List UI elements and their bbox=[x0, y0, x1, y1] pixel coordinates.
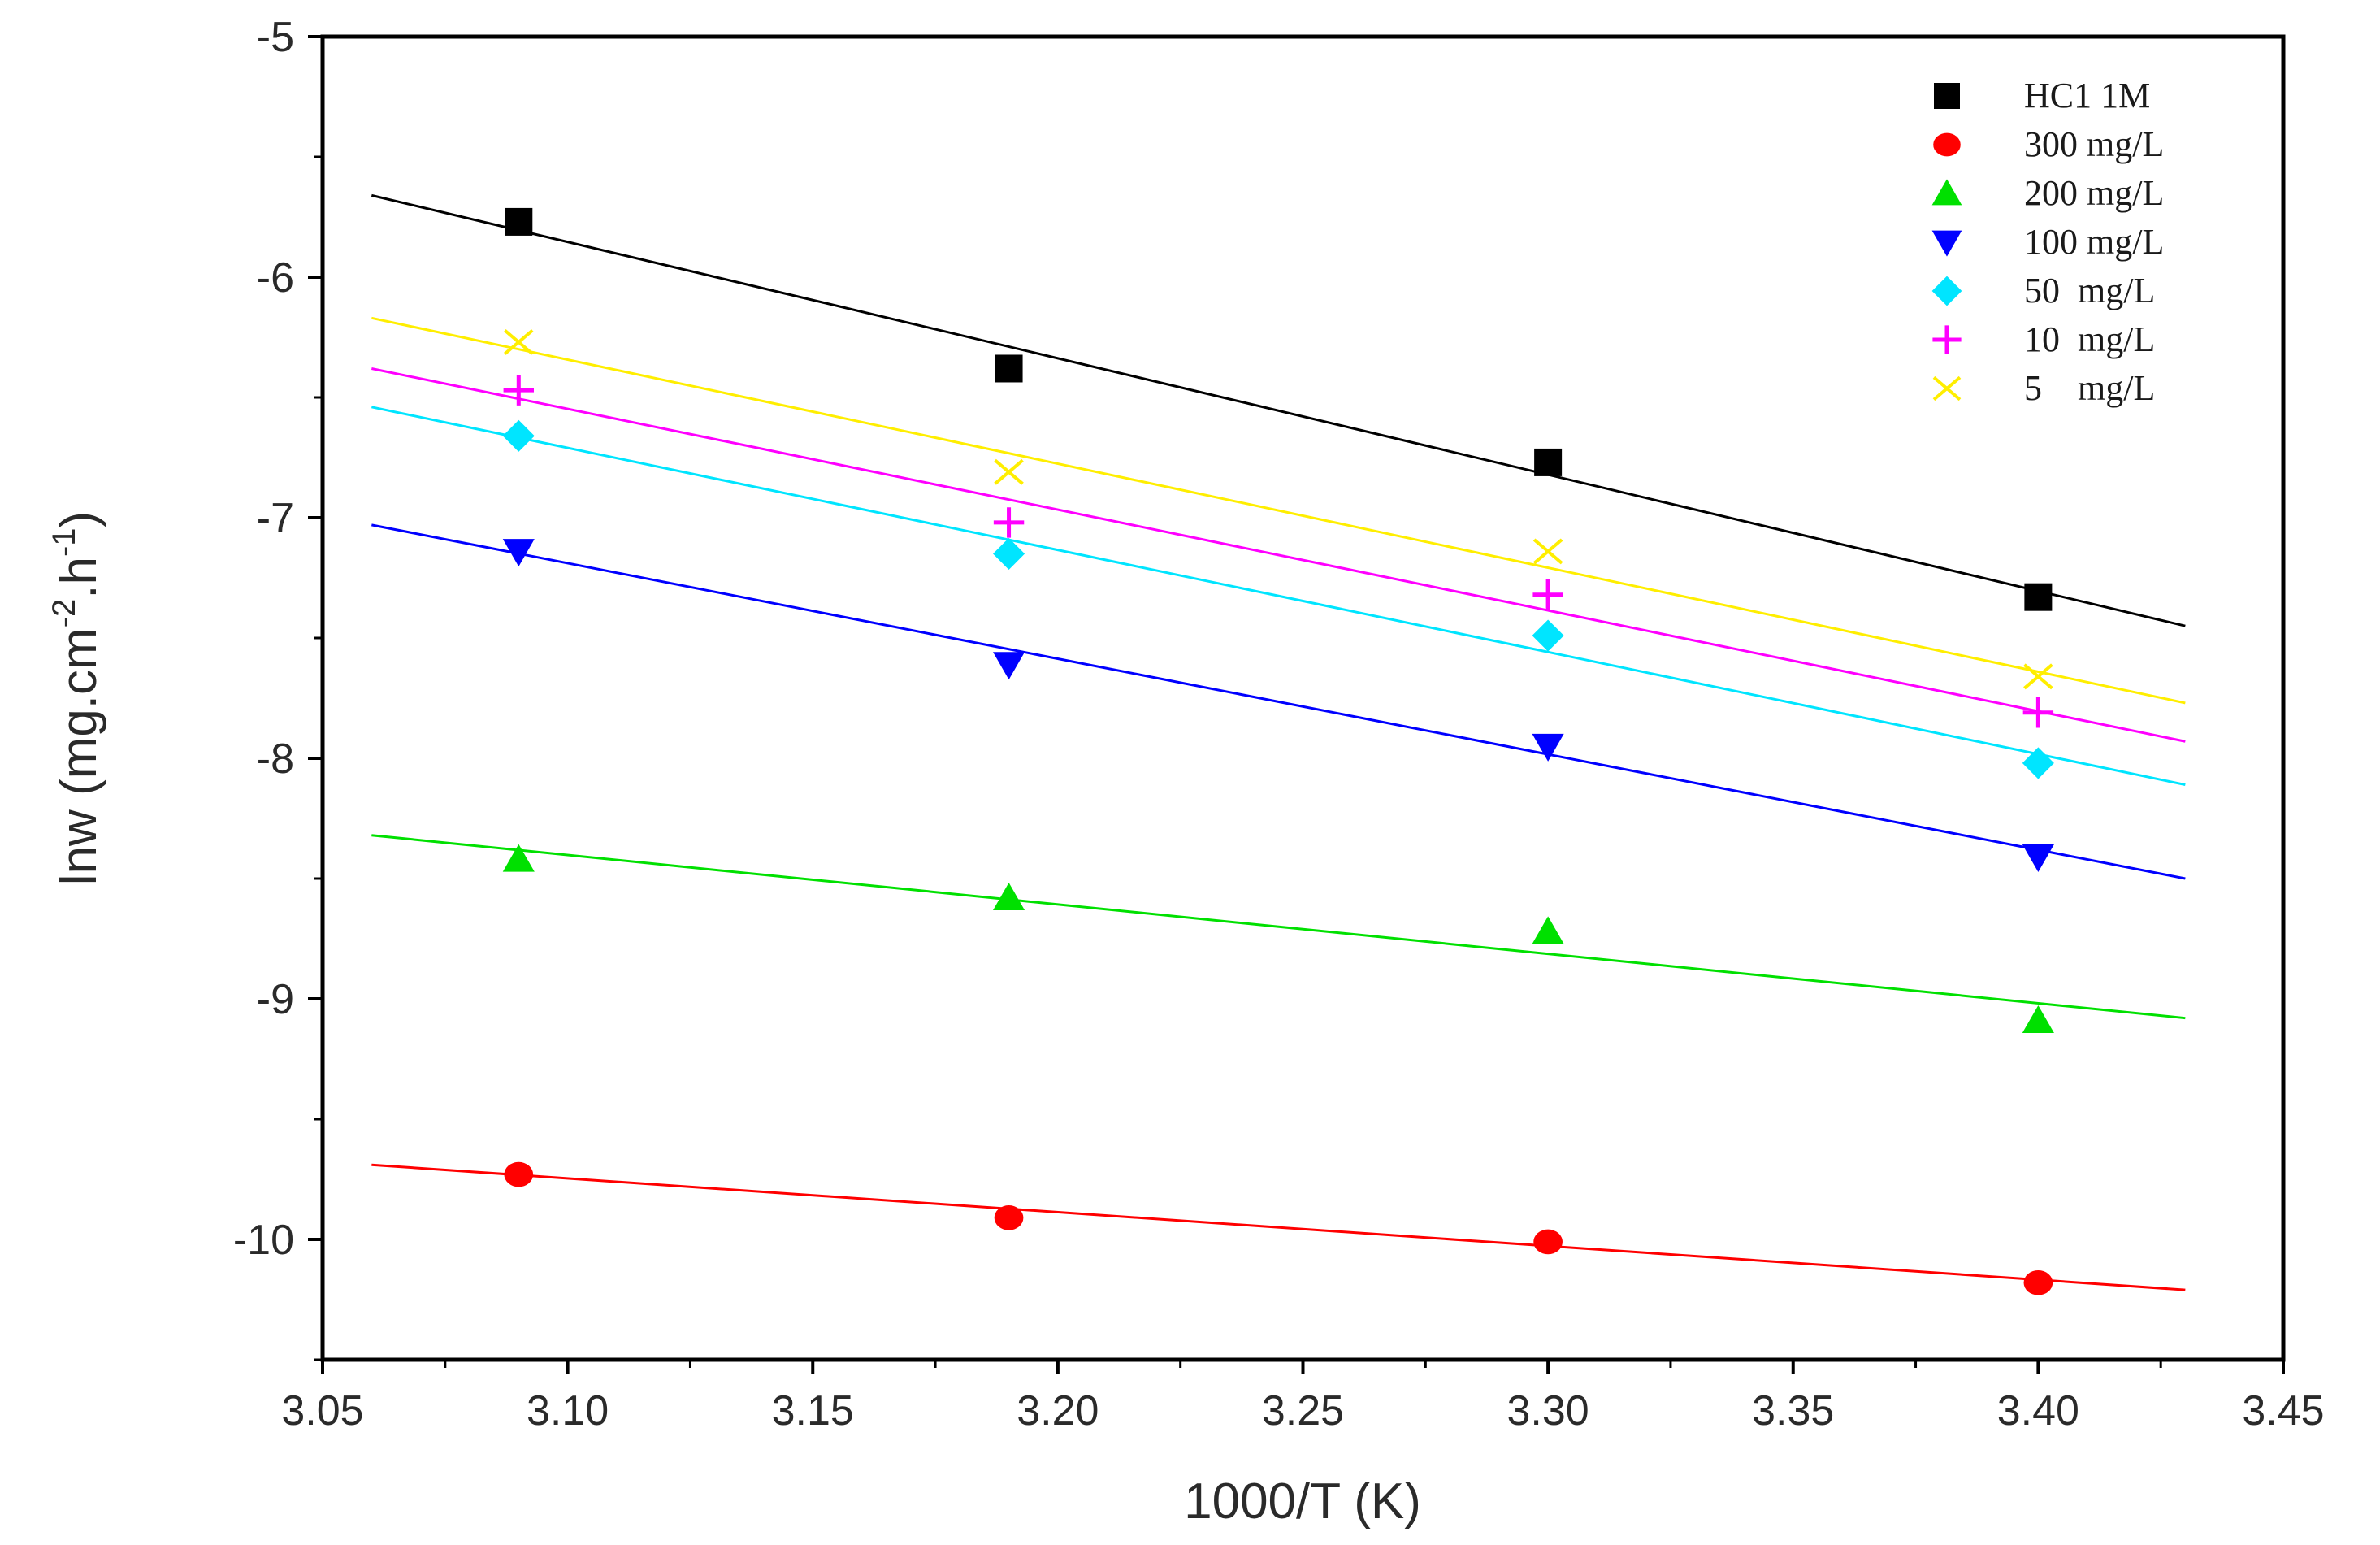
fit-line-5 bbox=[371, 367, 2186, 743]
y-tick-label: -5 bbox=[257, 14, 294, 61]
x-tick-label: 3.30 bbox=[1507, 1387, 1589, 1434]
data-point-s5-2 bbox=[1532, 579, 1563, 610]
fit-lines bbox=[371, 193, 2186, 1291]
data-point-s3-0 bbox=[502, 539, 535, 567]
data-point-s2-0 bbox=[502, 844, 535, 872]
y-axis-title-main: lnw (mg.cm bbox=[51, 627, 107, 885]
fit-line-0 bbox=[371, 193, 2186, 627]
x-tick-label: 3.40 bbox=[1997, 1387, 2079, 1434]
fit-line-2 bbox=[371, 834, 2186, 1020]
y-axis-title: lnw (mg.cm-2.h-1) bbox=[46, 511, 107, 885]
data-point-s3-2 bbox=[1532, 733, 1564, 762]
legend-marker-2 bbox=[1931, 179, 1962, 206]
y-tick-label: -6 bbox=[257, 254, 294, 302]
data-point-s2-2 bbox=[1532, 916, 1564, 944]
data-point-s0-3 bbox=[2024, 583, 2053, 611]
legend-label-0: HC1 1M bbox=[2024, 76, 2150, 115]
legend: HC1 1M 300 mg/L 200 mg/L 100 mg/L 50 mg/L 10 … bbox=[1931, 76, 2164, 408]
y-axis-ticks: -5 -6 -7 -8 -9 -10 bbox=[233, 14, 323, 1361]
legend-label-6: 5 mg/L bbox=[2024, 368, 2155, 408]
data-point-s5-1 bbox=[993, 507, 1025, 538]
data-point-s0-0 bbox=[505, 207, 533, 236]
legend-label-5: 10 mg/L bbox=[2024, 319, 2155, 359]
x-axis-title: 1000/T (K) bbox=[1184, 1473, 1421, 1530]
legend-label-2: 200 mg/L bbox=[2024, 173, 2164, 213]
data-point-s2-1 bbox=[993, 882, 1025, 910]
legend-marker-3 bbox=[1931, 230, 1962, 257]
y-tick-label: -10 bbox=[233, 1217, 294, 1264]
svg-text:lnw (mg.cm-2.h-1): lnw (mg.cm-2.h-1) bbox=[46, 511, 107, 885]
x-axis-ticks: 3.05 3.10 3.15 3.20 3.25 3.30 3.35 3.40 3.45 bbox=[281, 1360, 2325, 1434]
legend-marker-0 bbox=[1934, 83, 1960, 109]
data-point-s6-3 bbox=[2023, 663, 2053, 690]
y-tick-label: -8 bbox=[257, 736, 294, 783]
y-axis-title-sup1: -2 bbox=[46, 599, 82, 628]
data-point-s2-3 bbox=[2022, 1005, 2054, 1033]
data-point-s6-2 bbox=[1532, 538, 1563, 565]
legend-marker-6 bbox=[1932, 375, 1962, 401]
data-point-s4-2 bbox=[1532, 619, 1564, 652]
legend-marker-4 bbox=[1931, 276, 1962, 306]
y-axis-title-mid: .h bbox=[51, 557, 107, 599]
fit-line-4 bbox=[371, 406, 2186, 787]
data-point-s1-3 bbox=[2023, 1269, 2053, 1295]
x-tick-label: 3.25 bbox=[1262, 1387, 1344, 1434]
data-markers bbox=[502, 207, 2054, 1295]
data-point-s4-3 bbox=[2022, 747, 2054, 779]
y-tick-label: -7 bbox=[257, 495, 294, 542]
data-point-s4-1 bbox=[993, 537, 1025, 570]
data-point-s1-0 bbox=[504, 1161, 534, 1187]
legend-marker-1 bbox=[1933, 132, 1961, 157]
fit-line-3 bbox=[371, 523, 2186, 880]
fit-line-6 bbox=[371, 316, 2186, 705]
x-tick-label: 3.45 bbox=[2242, 1387, 2324, 1434]
y-tick-label: -9 bbox=[257, 976, 294, 1023]
data-point-s4-0 bbox=[502, 419, 535, 452]
data-point-s6-0 bbox=[504, 328, 534, 355]
plot-frame bbox=[320, 34, 2286, 1362]
data-point-s5-0 bbox=[503, 375, 534, 406]
data-point-s0-1 bbox=[995, 354, 1023, 383]
data-point-s3-3 bbox=[2022, 844, 2054, 873]
data-point-s3-1 bbox=[993, 652, 1025, 680]
fit-line-1 bbox=[371, 1163, 2186, 1291]
legend-label-3: 100 mg/L bbox=[2024, 222, 2164, 262]
legend-label-1: 300 mg/L bbox=[2024, 124, 2164, 164]
data-point-s6-1 bbox=[994, 458, 1024, 485]
x-tick-label: 3.15 bbox=[772, 1387, 854, 1434]
legend-label-4: 50 mg/L bbox=[2024, 271, 2155, 310]
y-axis-title-sup2: -1 bbox=[46, 527, 82, 557]
data-point-s5-3 bbox=[2022, 697, 2054, 728]
y-axis-title-end: ) bbox=[51, 511, 107, 528]
x-tick-label: 3.20 bbox=[1017, 1387, 1099, 1434]
data-point-s1-1 bbox=[994, 1205, 1024, 1230]
x-tick-label: 3.05 bbox=[281, 1387, 363, 1434]
data-point-s1-2 bbox=[1533, 1229, 1563, 1255]
legend-marker-5 bbox=[1932, 325, 1962, 354]
data-point-s0-2 bbox=[1534, 448, 1563, 476]
x-tick-label: 3.35 bbox=[1752, 1387, 1834, 1434]
x-tick-label: 3.10 bbox=[527, 1387, 609, 1434]
